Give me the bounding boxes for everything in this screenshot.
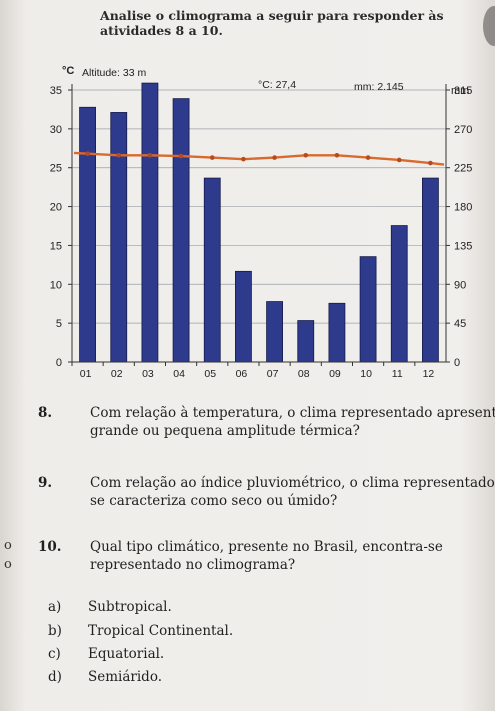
temperature-point xyxy=(334,152,340,158)
precipitation-bar xyxy=(422,177,439,363)
month-label: 08 xyxy=(298,368,310,380)
option-text: Semiárido. xyxy=(88,669,162,685)
left-tick-label: 10 xyxy=(50,279,62,291)
option-text: Equatorial. xyxy=(88,646,165,662)
question-text: Qual tipo climático, presente no Brasil,… xyxy=(90,539,443,573)
month-label: 02 xyxy=(111,368,123,380)
question-8: 8. Com relação à temperatura, o clima re… xyxy=(38,404,495,444)
question-text: Com relação ao índice pluviométrico, o c… xyxy=(90,475,495,509)
temperature-point xyxy=(365,155,371,160)
temperature-summary: °C: 27,4 xyxy=(258,79,296,91)
intro-text: Analise o climograma a seguir para respo… xyxy=(100,8,444,38)
precipitation-bar xyxy=(390,225,408,363)
month-label: 07 xyxy=(267,368,279,380)
left-tick-label: 35 xyxy=(50,85,62,97)
temperature-point xyxy=(85,151,90,157)
margin-mark: o xyxy=(4,557,12,572)
precipitation-bars xyxy=(79,82,439,363)
month-label: 01 xyxy=(80,368,92,380)
precipitation-bar xyxy=(141,82,159,363)
question-10: 10. Qual tipo climático, presente no Bra… xyxy=(38,538,488,578)
option-letter: a) xyxy=(48,599,62,615)
chart-axes xyxy=(68,84,450,366)
precipitation-bar xyxy=(235,270,252,363)
temperature-point xyxy=(147,152,153,158)
month-label: 06 xyxy=(236,368,248,380)
page-edge-shadow xyxy=(483,6,495,46)
temperature-line xyxy=(73,151,445,166)
temperature-point xyxy=(178,153,184,159)
temperature-point xyxy=(209,155,215,160)
left-tick-label: 30 xyxy=(50,124,62,136)
temperature-point xyxy=(116,152,122,158)
option-text: Tropical Continental. xyxy=(88,623,234,639)
month-label: 12 xyxy=(423,368,435,380)
precipitation-bar xyxy=(328,302,346,363)
option-letter: d) xyxy=(48,669,62,685)
right-tick-label: 90 xyxy=(454,279,466,291)
question-number: 9. xyxy=(38,475,53,491)
month-label: 03 xyxy=(142,368,154,380)
left-tick-label: 20 xyxy=(50,202,62,214)
right-tick-label: 0 xyxy=(454,357,460,369)
left-tick-label: 0 xyxy=(56,357,62,369)
precipitation-bar xyxy=(266,301,283,363)
right-tick-label: 315 xyxy=(454,85,472,97)
chart-gridlines xyxy=(72,89,446,363)
left-tick-label: 25 xyxy=(50,163,62,175)
left-tick-label: 15 xyxy=(50,240,62,252)
precipitation-bar xyxy=(297,320,315,363)
right-tick-label: 180 xyxy=(454,202,472,214)
precipitation-bar xyxy=(110,112,128,363)
margin-mark: o xyxy=(4,538,12,553)
right-tick-label: 45 xyxy=(454,318,466,330)
left-axis-unit: °C xyxy=(62,65,74,77)
precipitation-bar xyxy=(203,177,221,363)
right-tick-label: 135 xyxy=(454,240,472,252)
question-text: Com relação à temperatura, o clima repre… xyxy=(90,405,495,439)
precipitation-bar xyxy=(172,98,190,363)
temperature-point xyxy=(272,155,277,160)
temperature-point xyxy=(428,160,433,166)
month-label: 05 xyxy=(204,368,216,380)
altitude-label: Altitude: 33 m xyxy=(82,67,146,79)
right-tick-label: 270 xyxy=(454,124,472,136)
temperature-path xyxy=(73,151,445,166)
right-axis-unit: mm xyxy=(451,85,469,97)
precipitation-bar xyxy=(359,256,377,363)
option-letter: c) xyxy=(48,646,61,662)
precipitation-bar xyxy=(79,106,96,363)
month-label: 04 xyxy=(173,368,185,380)
temperature-point xyxy=(241,156,246,162)
question-number: 10. xyxy=(38,539,62,555)
month-label: 10 xyxy=(360,368,372,380)
temperature-point xyxy=(396,157,402,163)
temperature-point xyxy=(303,152,309,158)
month-label: 11 xyxy=(392,368,403,380)
question-9: 9. Com relação ao índice pluviométrico, … xyxy=(38,474,495,514)
month-label: 09 xyxy=(329,368,341,380)
precipitation-summary: mm: 2.145 xyxy=(354,81,404,93)
left-tick-label: 5 xyxy=(56,318,62,330)
right-tick-label: 225 xyxy=(454,163,472,175)
option-letter: b) xyxy=(48,623,62,639)
option-text: Subtropical. xyxy=(88,599,172,615)
question-number: 8. xyxy=(38,405,53,421)
